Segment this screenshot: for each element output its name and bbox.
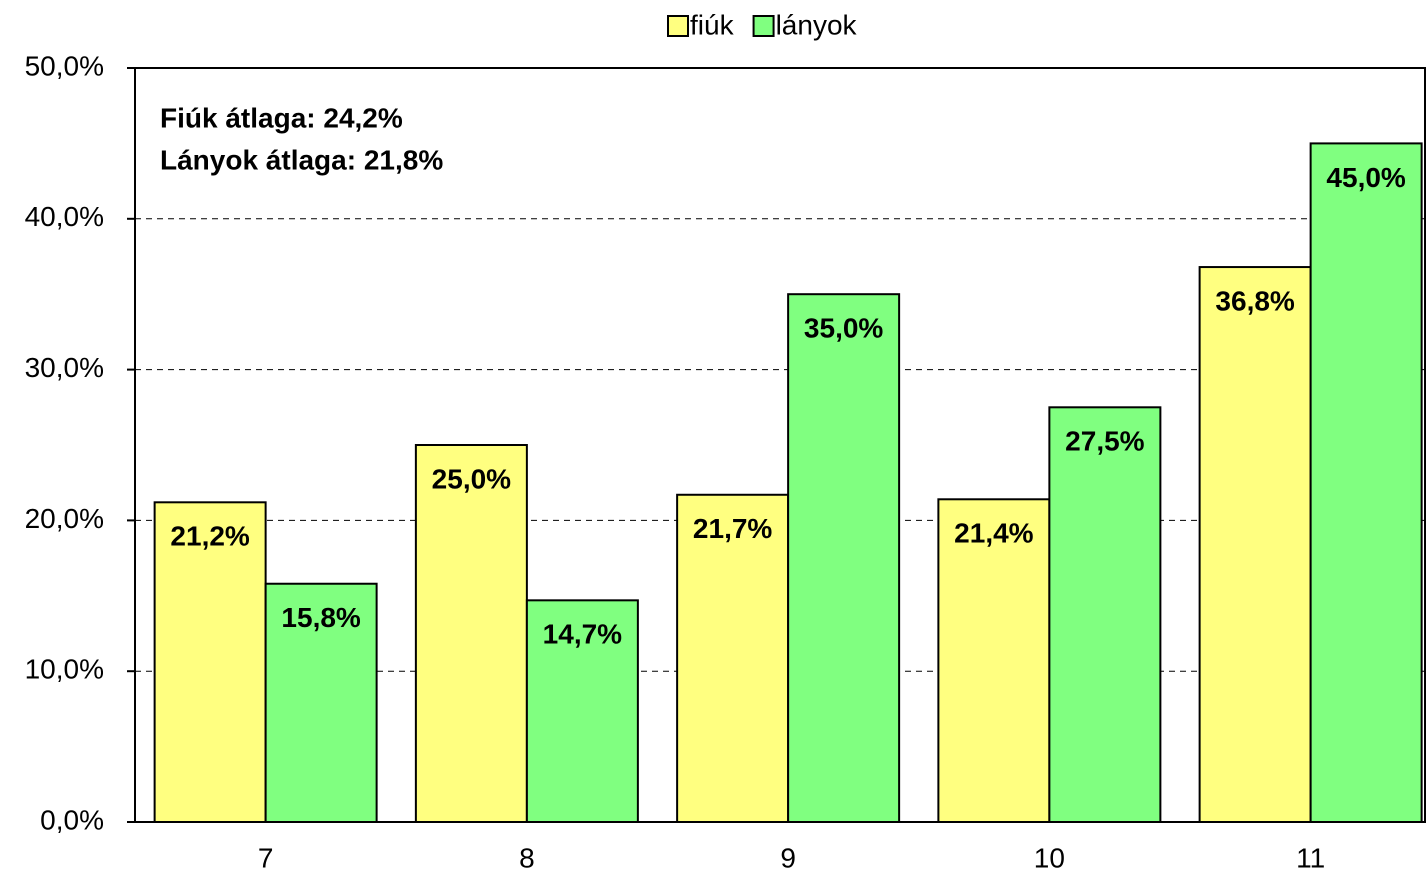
x-tick-label: 9 — [780, 842, 796, 873]
y-tick-label: 40,0% — [25, 201, 104, 232]
x-tick-label: 7 — [258, 842, 274, 873]
bar — [1048, 406, 1162, 823]
legend-label: lányok — [776, 9, 858, 40]
bar — [264, 582, 378, 824]
x-tick-label: 10 — [1034, 842, 1065, 873]
y-tick-label: 50,0% — [25, 50, 104, 81]
legend-swatch — [752, 15, 775, 37]
bar — [525, 599, 639, 823]
data-label: 21,7% — [693, 513, 772, 544]
data-label: 36,8% — [1215, 285, 1294, 316]
y-tick-label: 30,0% — [25, 352, 104, 383]
data-label: 25,0% — [432, 463, 511, 494]
data-label: 21,4% — [954, 518, 1033, 549]
y-tick-label: 0,0% — [40, 804, 104, 835]
legend-label: fiúk — [690, 9, 735, 40]
data-label: 27,5% — [1065, 426, 1144, 457]
annotation: Fiúk átlaga: 24,2% — [160, 102, 403, 133]
data-label: 21,2% — [170, 521, 249, 552]
bar — [153, 501, 267, 823]
data-label: 45,0% — [1326, 162, 1405, 193]
data-label: 15,8% — [281, 602, 360, 633]
x-tick-label: 8 — [519, 842, 535, 873]
data-label: 14,7% — [543, 619, 622, 650]
bar — [787, 293, 901, 823]
legend-swatch — [667, 15, 689, 37]
plot-frame — [134, 67, 1426, 823]
data-label: 35,0% — [804, 313, 883, 344]
y-tick-label: 10,0% — [25, 654, 104, 685]
bar — [414, 444, 528, 823]
annotation: Lányok átlaga: 21,8% — [160, 144, 443, 175]
bar — [1309, 142, 1423, 823]
y-tick-label: 20,0% — [25, 503, 104, 534]
bar — [1198, 266, 1312, 823]
x-tick-label: 11 — [1296, 842, 1325, 873]
